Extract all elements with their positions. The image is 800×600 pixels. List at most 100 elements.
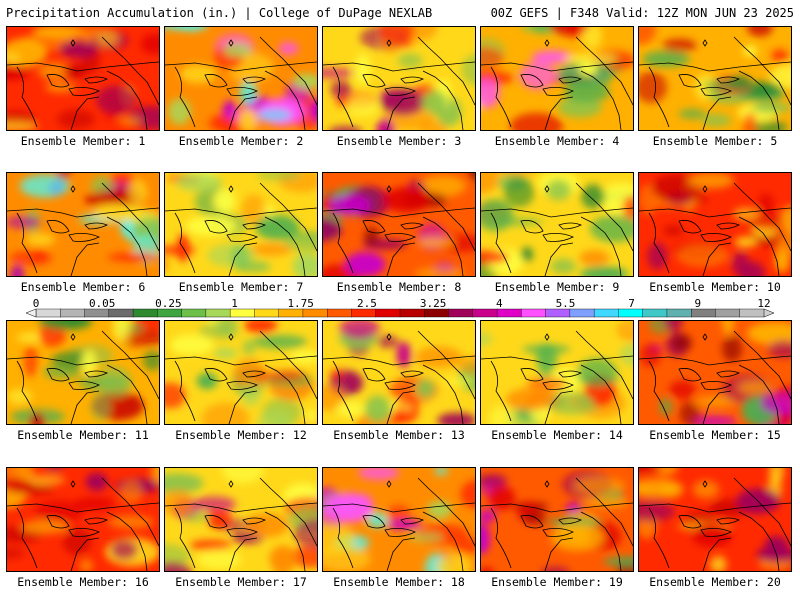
- color-swatch: [254, 308, 280, 318]
- ensemble-member-map: [322, 172, 476, 277]
- member-label: Ensemble Member: 9: [494, 280, 620, 294]
- color-swatch: [302, 308, 328, 318]
- color-swatch: [448, 308, 474, 318]
- ensemble-member-map: [164, 172, 318, 277]
- color-swatch: [642, 308, 668, 318]
- run-valid-time: 00Z GEFS | F348 Valid: 12Z MON JUN 23 20…: [490, 6, 794, 20]
- color-swatch: [229, 308, 255, 318]
- precip-field: [7, 321, 159, 424]
- color-swatch: [593, 308, 619, 318]
- color-legend: 0 0.05 0.25 1 1.75 2.5 3.25 4 5.5 7 9 12: [0, 297, 800, 319]
- ensemble-member-map: [164, 320, 318, 425]
- precip-field: [639, 27, 791, 130]
- colorbar-tick-label: 4: [495, 297, 503, 310]
- color-swatch: [739, 308, 765, 318]
- precip-field: [639, 321, 791, 424]
- precip-field: [323, 173, 475, 276]
- color-swatch: [472, 308, 498, 318]
- color-swatch: [351, 308, 377, 318]
- color-swatch: [424, 308, 450, 318]
- color-swatch: [132, 308, 158, 318]
- member-label: Ensemble Member: 12: [175, 428, 307, 442]
- precip-field: [481, 173, 633, 276]
- colorbar-tick-label: 5.5: [555, 297, 576, 310]
- color-scale-bar: [25, 308, 775, 318]
- precip-field: [7, 468, 159, 571]
- ensemble-member-map: [322, 26, 476, 131]
- ensemble-member-map: [6, 467, 160, 572]
- chart-title: Precipitation Accumulation (in.) | Colle…: [6, 6, 433, 20]
- member-label: Ensemble Member: 17: [175, 575, 307, 589]
- ensemble-member-map: [638, 172, 792, 277]
- color-swatch: [375, 308, 401, 318]
- color-swatch: [157, 308, 183, 318]
- color-swatch: [60, 308, 86, 318]
- precip-field: [165, 27, 317, 130]
- colorbar-tick-label: 0.25: [155, 297, 182, 310]
- precip-field: [481, 321, 633, 424]
- colorbar-tick-label: 2.5: [356, 297, 377, 310]
- ensemble-member-map: [480, 26, 634, 131]
- member-label: Ensemble Member: 3: [336, 134, 462, 148]
- member-label: Ensemble Member: 15: [649, 428, 781, 442]
- member-label: Ensemble Member: 19: [491, 575, 623, 589]
- member-label: Ensemble Member: 8: [336, 280, 462, 294]
- ensemble-member-map: [638, 467, 792, 572]
- colorbar-tick-label: 1: [231, 297, 238, 310]
- precip-field: [323, 321, 475, 424]
- color-swatch: [496, 308, 522, 318]
- precip-field: [165, 173, 317, 276]
- color-swatch: [666, 308, 692, 318]
- member-label: Ensemble Member: 10: [649, 280, 781, 294]
- colorbar-tick-label: 7: [628, 297, 635, 310]
- precip-field: [165, 468, 317, 571]
- colorbar-tick-label: 9: [694, 297, 702, 310]
- color-swatch: [399, 308, 425, 318]
- precip-field: [165, 321, 317, 424]
- ensemble-member-map: [480, 320, 634, 425]
- precip-field: [7, 173, 159, 276]
- color-swatch: [327, 308, 352, 318]
- ensemble-member-map: [164, 26, 318, 131]
- precip-field: [639, 173, 791, 276]
- ensemble-member-map: [6, 172, 160, 277]
- ensemble-member-map: [6, 26, 160, 131]
- precip-field: [639, 468, 791, 571]
- member-label: Ensemble Member: 16: [17, 575, 149, 589]
- member-label: Ensemble Member: 2: [178, 134, 304, 148]
- colorbar-tick-label: 12: [757, 297, 771, 310]
- ensemble-member-map: [322, 467, 476, 572]
- ensemble-member-map: [638, 26, 792, 131]
- ensemble-member-map: [480, 172, 634, 277]
- ensemble-member-map: [638, 320, 792, 425]
- color-swatch: [278, 308, 304, 318]
- color-swatch: [521, 308, 547, 318]
- colorbar-tick-label: 0: [32, 297, 40, 310]
- precip-field: [481, 468, 633, 571]
- colorbar-left-arrow: [25, 308, 37, 318]
- precip-field: [323, 27, 475, 130]
- color-swatch: [84, 308, 110, 318]
- colorbar-tick-label: 1.75: [287, 297, 314, 310]
- member-label: Ensemble Member: 1: [20, 134, 146, 148]
- color-swatch: [545, 308, 571, 318]
- colorbar-tick-label: 0.05: [88, 297, 116, 310]
- ensemble-member-map: [164, 467, 318, 572]
- member-label: Ensemble Member: 11: [17, 428, 149, 442]
- color-swatch: [108, 308, 134, 318]
- colorbar-right-arrow: [763, 308, 775, 318]
- precip-field: [323, 468, 475, 571]
- color-swatch: [569, 308, 595, 318]
- ensemble-member-map: [322, 320, 476, 425]
- precip-field: [7, 27, 159, 130]
- color-swatch: [618, 308, 644, 318]
- color-swatch: [715, 308, 741, 318]
- color-swatch: [205, 308, 231, 318]
- member-label: Ensemble Member: 5: [652, 134, 778, 148]
- color-swatch: [35, 308, 61, 318]
- colorbar-tick-label: 3.25: [419, 297, 447, 310]
- member-label: Ensemble Member: 4: [494, 134, 620, 148]
- member-label: Ensemble Member: 6: [20, 280, 146, 294]
- ensemble-member-map: [6, 320, 160, 425]
- member-label: Ensemble Member: 7: [178, 280, 304, 294]
